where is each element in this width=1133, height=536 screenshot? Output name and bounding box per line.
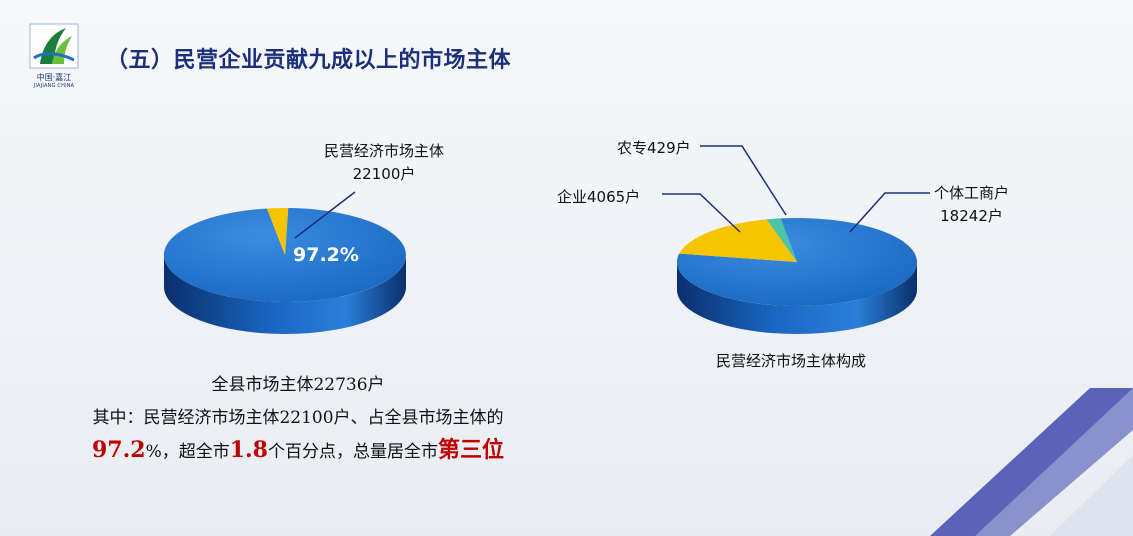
summary-pct-suffix: %，超全市 [145, 442, 230, 462]
page-title: （五）民营企业贡献九成以上的市场主体 [106, 48, 512, 73]
logo-cn-text: 中国·嘉江 [36, 73, 72, 82]
pie1-side [164, 255, 406, 334]
pie2-label-coop: 农专429户 [617, 139, 691, 157]
logo-en-text: JIAJIANG CHINA [33, 83, 75, 89]
pie2-label-individual: 个体工商户 18242户 [934, 182, 1009, 226]
pie1-callout-line2: 22100户 [352, 165, 416, 183]
pie1-callout-label: 民营经济市场主体 22100户 [324, 140, 444, 184]
summary-diff: 1.8 [229, 437, 268, 463]
summary-line3: 97.2%，超全市1.8个百分点，总量居全市第三位 [38, 432, 558, 464]
pie2-title: 民营经济市场主体构成 [716, 352, 867, 370]
pie1-callout-line [294, 191, 356, 239]
summary-diff-suffix: 个百分点，总量居全市 [268, 442, 438, 462]
pie1-callout-line1: 民营经济市场主体 [324, 142, 445, 160]
pie1-slice-other [267, 207, 289, 255]
logo-mark-icon [29, 23, 79, 69]
pie2-slice-individual [676, 217, 917, 306]
summary-rank: 第三位 [438, 437, 505, 463]
pie2-label-enterprise: 企业4065户 [557, 188, 641, 206]
summary-pct: 97.2 [91, 437, 146, 463]
summary-text: 全县市场主体22736户 其中：民营经济市场主体22100户、占全县市场主体的 … [38, 370, 558, 464]
pie2-callout-enterprise [662, 193, 741, 233]
pie-chart-total [163, 191, 406, 334]
pie1-slice-private [163, 208, 406, 302]
corner-decoration [930, 388, 1133, 536]
pie-chart-composition [662, 145, 930, 334]
pie2-callout-coop [700, 145, 787, 216]
pie2-label-individual-line2: 18242户 [940, 207, 1003, 225]
logo: 中国·嘉江 JIAJIANG CHINA [28, 22, 80, 89]
pie2-slice-enterprise [679, 219, 797, 262]
pie2-label-individual-line1: 个体工商户 [934, 184, 1010, 202]
pie2-side [677, 262, 917, 334]
summary-line1: 全县市场主体22736户 [211, 375, 385, 395]
pie1-data-label: 97.2% [293, 244, 359, 266]
pie2-slice-coop [766, 218, 797, 262]
summary-line2: 其中：民营经济市场主体22100户、占全县市场主体的 [92, 408, 504, 428]
pie2-callout-individual [849, 192, 930, 233]
